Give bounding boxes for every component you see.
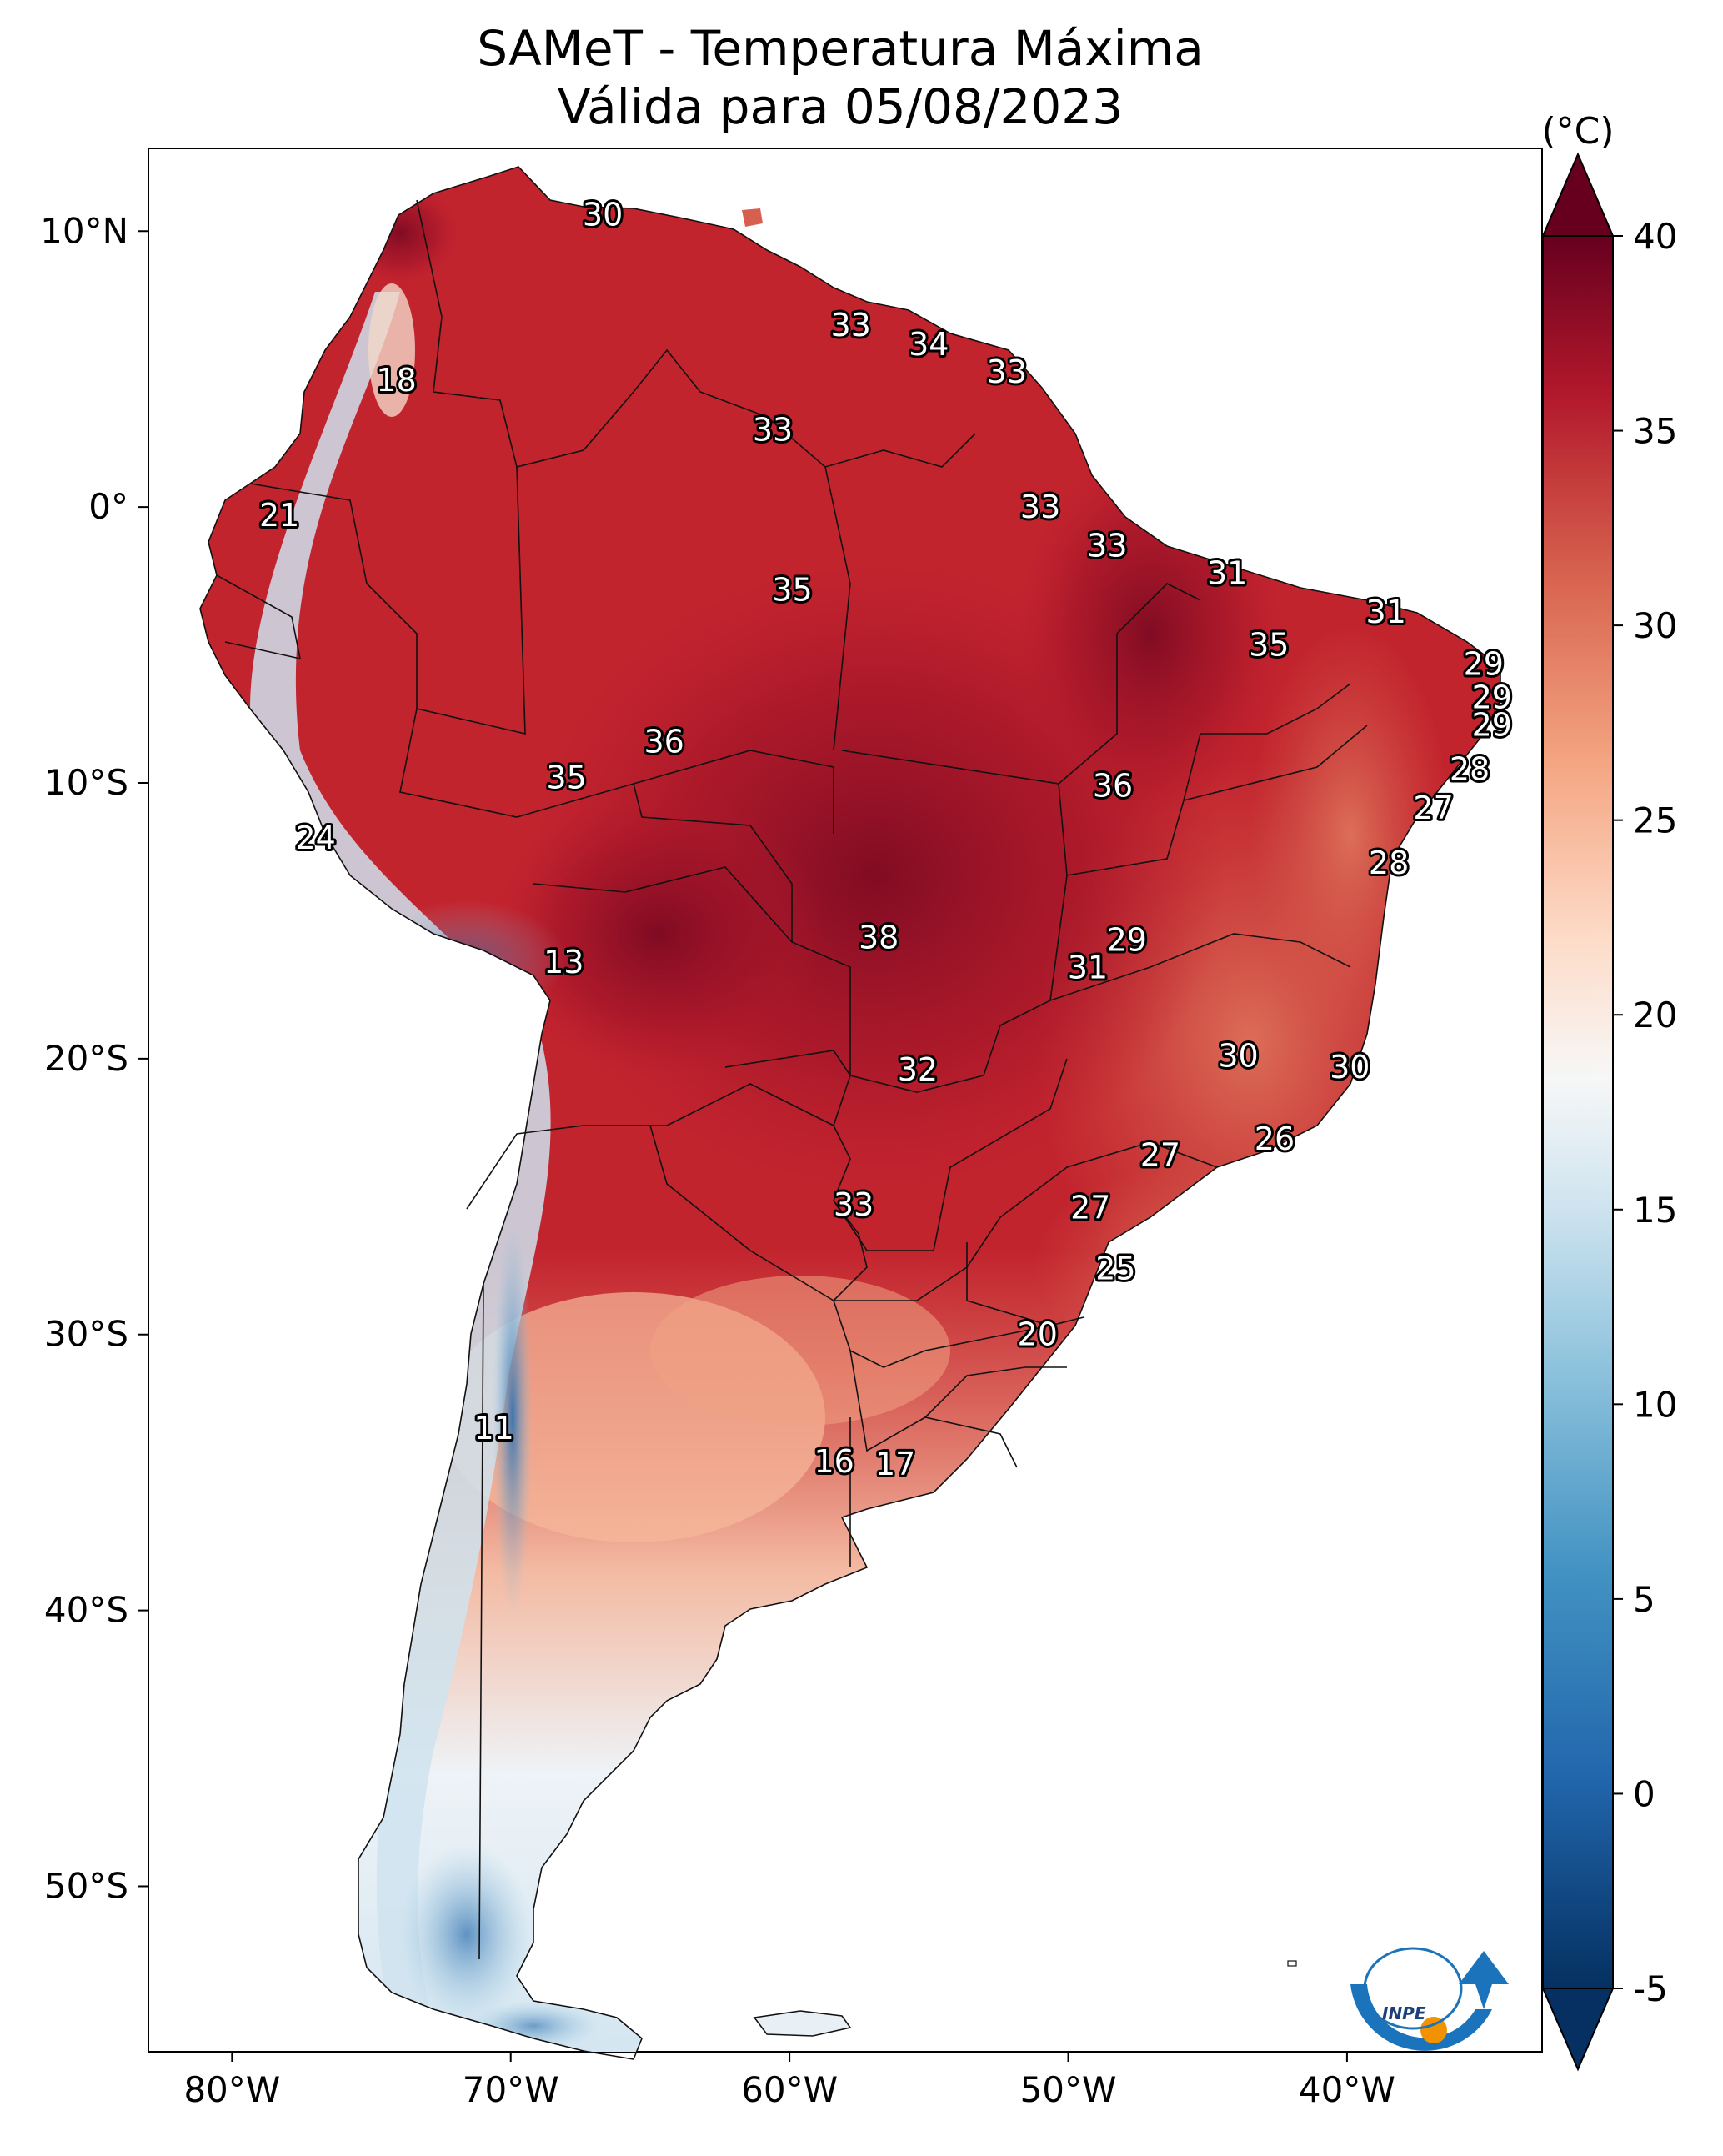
temperature-label: 31: [1366, 594, 1406, 630]
temperature-label: 25: [1095, 1250, 1135, 1286]
temperature-label: 36: [644, 723, 684, 760]
temperature-label: 33: [753, 411, 793, 448]
lon-tick-label: 80°W: [183, 2069, 280, 2110]
colorbar-tick-label: 15: [1633, 1190, 1677, 1231]
temperature-label: 29: [1107, 922, 1147, 959]
colorbar: (°C) 40 35 30 25 20 15 10 5 0 -5: [1541, 110, 1677, 2072]
temperature-label: 13: [543, 944, 584, 980]
temperature-label: 35: [772, 571, 812, 608]
lon-tick-label: 50°W: [1020, 2069, 1117, 2110]
temperature-label: 24: [295, 820, 335, 856]
colorbar-scale: [1542, 235, 1614, 1989]
temperature-label: 33: [1020, 489, 1060, 525]
temperature-label: 27: [1140, 1137, 1180, 1174]
colorbar-top-arrow: [1541, 152, 1615, 237]
colorbar-tick-label: -5: [1633, 1968, 1668, 2009]
temperature-label: 33: [834, 1186, 874, 1223]
temperature-label: 29: [1472, 679, 1512, 715]
colorbar-tick-label: 25: [1633, 800, 1677, 841]
temperature-label: 33: [831, 307, 871, 343]
colorbar-tick-label: 20: [1633, 995, 1677, 1035]
temperature-label: 33: [1087, 527, 1127, 564]
temperature-label: 20: [1018, 1316, 1058, 1353]
temperature-label: 28: [1369, 845, 1409, 881]
temperature-label: 36: [1093, 767, 1133, 804]
falkland-islands: [753, 2010, 852, 2037]
temperature-label: 31: [1207, 555, 1247, 592]
temperature-label: 29: [1464, 646, 1504, 683]
temperature-label: 21: [259, 497, 299, 534]
logo-orange-dot: [1420, 2017, 1447, 2043]
lat-tick-label: 20°S: [44, 1038, 128, 1079]
lat-tick-label: 50°S: [44, 1865, 128, 1906]
temperature-label: 11: [473, 1410, 513, 1447]
temperature-label: 35: [546, 759, 586, 795]
country-boundaries: [216, 199, 1368, 1960]
colorbar-tick-label: 30: [1633, 605, 1677, 646]
trinidad-island: [742, 208, 763, 227]
lat-tick-label: 10°S: [44, 762, 128, 803]
lat-tick-label: 30°S: [44, 1314, 128, 1355]
logo-text: INPE: [1382, 2003, 1426, 2023]
logo-orbit: [1363, 1947, 1463, 2030]
colorbar-ticks: 40 35 30 25 20 15 10 5 0 -5: [1613, 216, 1677, 2009]
colorbar-tick-label: 10: [1633, 1384, 1677, 1425]
temperature-label: 38: [859, 919, 899, 955]
colorbar-tick-label: 5: [1633, 1579, 1655, 1620]
lon-tick-label: 70°W: [463, 2069, 559, 2110]
small-island: [1287, 1960, 1297, 1967]
temperature-label: 28: [1450, 750, 1490, 787]
logo-arc: [1350, 1984, 1492, 2051]
lat-tick-label: 0°: [88, 486, 128, 527]
colorbar-tick-label: 35: [1633, 411, 1677, 452]
logo-arrow: [1459, 1951, 1509, 2009]
longitude-tick-labels: 80°W 70°W 60°W 50°W 40°W: [183, 2052, 1395, 2110]
temperature-label: 29: [1472, 707, 1512, 744]
temperature-label: 31: [1068, 950, 1108, 986]
temperature-label: 18: [376, 362, 416, 399]
map-title-line2: Válida para 05/08/2023: [558, 78, 1123, 135]
temperature-label: 16: [814, 1443, 854, 1480]
lon-tick-label: 40°W: [1299, 2069, 1395, 2110]
colorbar-tick-label: 40: [1633, 216, 1677, 257]
temperature-label: 17: [875, 1446, 915, 1482]
colorbar-tick-label: 0: [1633, 1773, 1655, 1814]
temperature-label: 30: [583, 196, 623, 233]
temperature-label: 27: [1070, 1190, 1110, 1226]
map-title-line1: SAMeT - Temperatura Máxima: [477, 20, 1204, 77]
lat-tick-label: 40°S: [44, 1590, 128, 1631]
temperature-label: 30: [1330, 1049, 1370, 1086]
temperature-label: 27: [1413, 790, 1453, 826]
lon-tick-label: 60°W: [741, 2069, 838, 2110]
temperature-label: 35: [1249, 627, 1289, 664]
temperature-label: 33: [987, 353, 1027, 390]
temperature-label: 34: [909, 326, 949, 363]
lat-tick-label: 10°N: [40, 210, 128, 251]
inpe-logo: INPE: [1350, 1947, 1509, 2051]
latitude-tick-labels: 10°N 0° 10°S 20°S 30°S 40°S 50°S: [40, 210, 148, 1906]
colorbar-unit: (°C): [1541, 110, 1614, 153]
temperature-label: 26: [1255, 1121, 1295, 1157]
temperature-label: 32: [898, 1051, 938, 1088]
temperature-label: 30: [1218, 1038, 1258, 1075]
colorbar-bottom-arrow: [1541, 1988, 1615, 2072]
